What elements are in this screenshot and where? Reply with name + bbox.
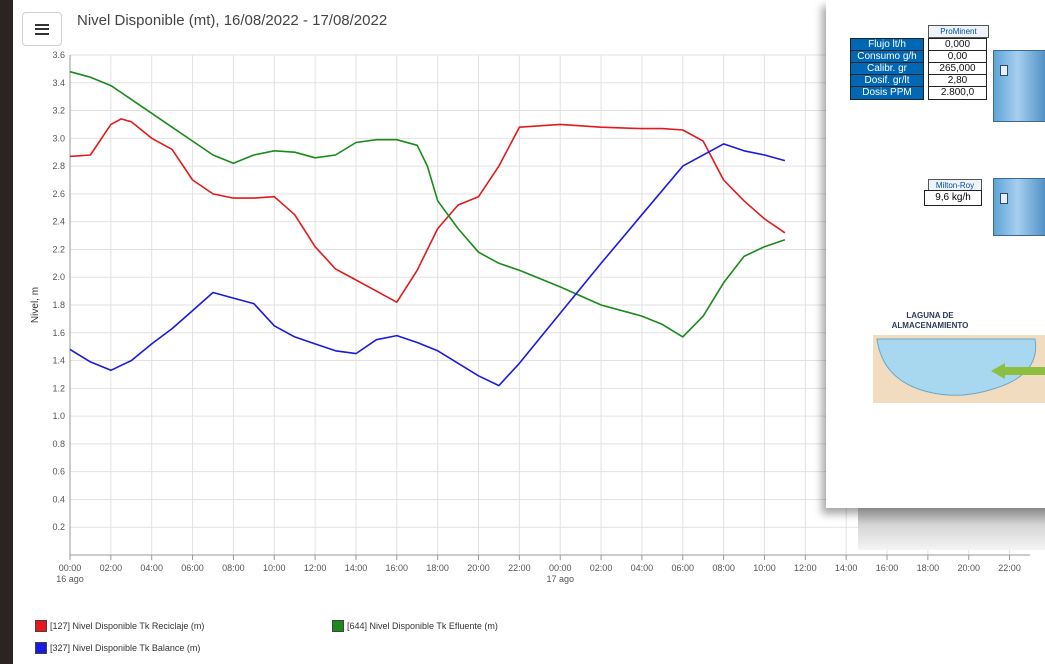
y-tick-label: 3.0 (52, 133, 65, 143)
y-tick-label: 2.0 (52, 272, 65, 282)
dosing-pump-icon (993, 178, 1045, 236)
y-tick-label: 1.0 (52, 411, 65, 421)
legend-item[interactable]: [127] Nivel Disponible Tk Reciclaje (m) (35, 620, 204, 632)
dosing-pump-icon (993, 50, 1045, 122)
legend-item[interactable]: [644] Nivel Disponible Tk Efluente (m) (332, 620, 498, 632)
x-tick-label: 20:00 (957, 563, 980, 573)
chart-title: Nivel Disponible (mt), 16/08/2022 - 17/0… (77, 12, 388, 29)
x-tick-label: 04:00 (631, 563, 654, 573)
y-tick-label: 1.2 (52, 383, 65, 393)
y-tick-label: 2.2 (52, 244, 65, 254)
milton-roy-value: 9,6 kg/h (924, 190, 982, 206)
x-date-label: 16 ago (56, 574, 84, 584)
x-tick-label: 02:00 (590, 563, 613, 573)
x-tick-label: 04:00 (140, 563, 163, 573)
legend-item[interactable]: [327] Nivel Disponible Tk Balance (m) (35, 642, 200, 654)
y-tick-label: 3.4 (52, 78, 65, 88)
prominent-label: Dosis PPM (850, 86, 924, 100)
x-tick-label: 18:00 (917, 563, 940, 573)
x-tick-label: 22:00 (998, 563, 1021, 573)
y-tick-label: 0.8 (52, 439, 65, 449)
y-tick-label: 2.8 (52, 161, 65, 171)
series-line-2 (69, 143, 786, 387)
y-tick-label: 2.6 (52, 189, 65, 199)
x-tick-label: 12:00 (304, 563, 327, 573)
x-date-label: 17 ago (546, 574, 574, 584)
y-tick-label: 3.2 (52, 106, 65, 116)
prominent-value: 2.800,0 (928, 86, 987, 100)
x-tick-label: 22:00 (508, 563, 531, 573)
x-tick-label: 10:00 (263, 563, 286, 573)
series-line-1 (69, 70, 786, 338)
x-tick-label: 06:00 (672, 563, 695, 573)
y-tick-label: 3.6 (52, 50, 65, 60)
y-tick-label: 0.6 (52, 467, 65, 477)
y-tick-label: 2.4 (52, 217, 65, 227)
legend-label: [327] Nivel Disponible Tk Balance (m) (50, 643, 201, 653)
x-tick-label: 00:00 (59, 563, 82, 573)
x-tick-label: 08:00 (712, 563, 735, 573)
storage-lagoon-icon (873, 335, 1045, 403)
legend-label: [127] Nivel Disponible Tk Reciclaje (m) (50, 621, 205, 631)
x-tick-label: 16:00 (876, 563, 899, 573)
x-tick-label: 18:00 (426, 563, 449, 573)
y-tick-label: 0.4 (52, 494, 65, 504)
legend-swatch-green (332, 620, 344, 632)
overlay-shadow (858, 508, 1045, 550)
y-tick-label: 1.4 (52, 356, 65, 366)
x-tick-label: 14:00 (835, 563, 858, 573)
x-tick-label: 16:00 (386, 563, 409, 573)
y-tick-label: 1.8 (52, 300, 65, 310)
x-tick-label: 20:00 (467, 563, 490, 573)
x-tick-label: 12:00 (794, 563, 817, 573)
laguna-title: LAGUNA DE ALMACENAMIENTO (891, 311, 969, 330)
legend-label: [644] Nivel Disponible Tk Efluente (m) (347, 621, 498, 631)
hamburger-menu-icon (35, 23, 49, 35)
x-tick-label: 08:00 (222, 563, 245, 573)
y-axis-label: Nivel, m (30, 287, 41, 323)
menu-button[interactable] (22, 12, 62, 46)
y-tick-label: 0.2 (52, 522, 65, 532)
x-tick-label: 00:00 (549, 563, 572, 573)
x-tick-label: 02:00 (100, 563, 123, 573)
x-tick-label: 10:00 (753, 563, 776, 573)
legend-swatch-red (35, 620, 47, 632)
series-line-0 (69, 118, 786, 303)
y-tick-label: 1.6 (52, 328, 65, 338)
prominent-title: ProMinent (928, 25, 989, 38)
x-tick-label: 06:00 (181, 563, 204, 573)
legend-swatch-blue (35, 642, 47, 654)
x-tick-label: 14:00 (345, 563, 368, 573)
